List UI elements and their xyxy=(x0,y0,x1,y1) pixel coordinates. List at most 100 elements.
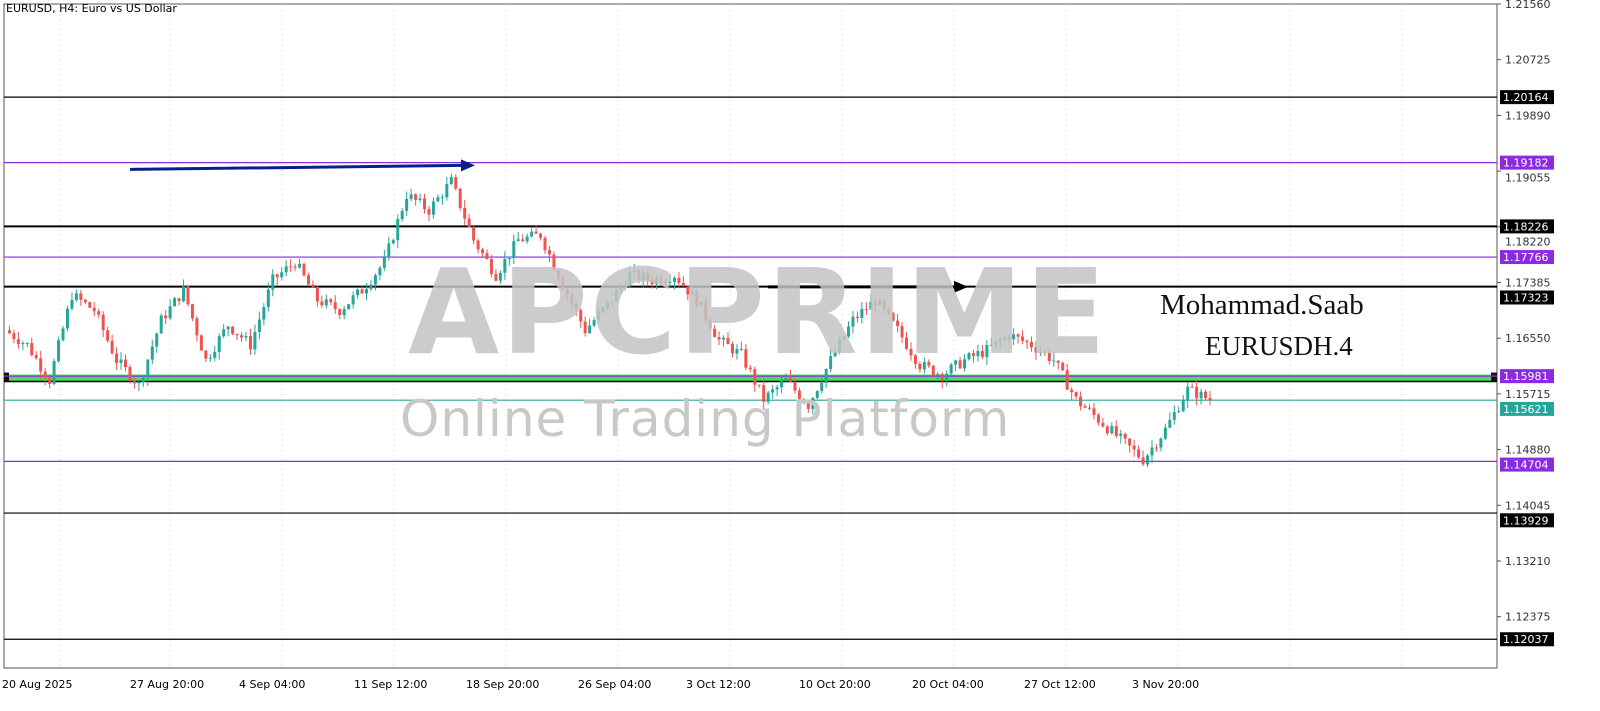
candle-body xyxy=(275,274,279,278)
candle-body xyxy=(373,275,377,285)
candle-body xyxy=(119,359,123,363)
candle-body xyxy=(556,269,560,280)
candle-body xyxy=(262,307,266,320)
candle-body xyxy=(757,384,761,386)
candle-body xyxy=(79,293,83,300)
candle-body xyxy=(195,318,199,336)
candle-body xyxy=(414,194,418,200)
candle-body xyxy=(387,243,391,258)
candle-body xyxy=(940,374,944,381)
candle-body xyxy=(365,289,368,294)
candle-body xyxy=(1101,422,1105,427)
candle-body xyxy=(115,353,119,363)
candle-body xyxy=(391,240,395,244)
candle-body xyxy=(806,403,810,409)
candle-body xyxy=(445,184,449,198)
candle-body xyxy=(913,355,917,364)
candle-body xyxy=(1119,433,1123,436)
level-price-tag xyxy=(1500,250,1554,265)
candle-body xyxy=(619,286,623,291)
candle-body xyxy=(771,389,775,393)
candle-body xyxy=(735,348,739,354)
candle-body xyxy=(1025,340,1029,343)
candle-body xyxy=(1096,415,1100,423)
candle-body xyxy=(400,210,404,220)
candle-body xyxy=(802,399,806,404)
candle-body xyxy=(1065,370,1069,390)
candle-body xyxy=(971,353,975,357)
candle-body xyxy=(512,241,516,259)
candle-body xyxy=(1204,391,1208,399)
candle-body xyxy=(1012,334,1016,340)
candle-body xyxy=(664,281,668,283)
level-price-tag xyxy=(1500,401,1554,416)
candle-body xyxy=(1061,362,1065,371)
candle-body xyxy=(329,299,333,303)
level-price-tag xyxy=(1500,513,1554,528)
candle-body xyxy=(1141,457,1145,465)
candle-body xyxy=(409,194,413,199)
candle-body xyxy=(173,298,177,307)
candle-body xyxy=(320,301,324,306)
candle-body xyxy=(896,320,900,327)
candle-body xyxy=(922,362,926,370)
candle-body xyxy=(289,266,293,268)
candle-body xyxy=(1056,360,1060,363)
candle-body xyxy=(708,319,712,329)
y-tick-label: 1.18220 xyxy=(1505,235,1551,248)
candle-body xyxy=(101,314,105,331)
candle-body xyxy=(248,335,252,350)
level-price-label: 1.18226 xyxy=(1503,220,1549,233)
candle-body xyxy=(1043,352,1047,354)
candle-body xyxy=(454,177,458,189)
x-tick-label: 20 Oct 04:00 xyxy=(912,678,984,691)
candle-body xyxy=(744,349,748,368)
candle-body xyxy=(1105,426,1109,434)
candle-body xyxy=(65,308,69,329)
candle-body xyxy=(543,237,547,251)
candle-body xyxy=(222,329,226,337)
candle-body xyxy=(1199,391,1203,399)
candle-body xyxy=(418,198,422,200)
candle-body xyxy=(70,299,74,309)
candle-body xyxy=(1137,449,1141,458)
level-price-tag xyxy=(1500,155,1554,170)
candle-body xyxy=(936,374,940,376)
candle-body xyxy=(1128,438,1132,446)
candle-body xyxy=(606,301,609,308)
candle-body xyxy=(646,273,650,281)
candle-body xyxy=(34,355,38,359)
candle-body xyxy=(887,308,891,314)
candle-body xyxy=(1083,406,1087,408)
candle-body xyxy=(1123,433,1127,439)
candle-body xyxy=(1172,412,1176,420)
plot-frame xyxy=(3,3,1498,669)
candle-body xyxy=(498,272,502,281)
candle-body xyxy=(1052,360,1056,362)
candle-body xyxy=(155,333,159,347)
candle-body xyxy=(463,207,467,219)
x-tick-label: 11 Sep 12:00 xyxy=(354,678,427,691)
candle-body xyxy=(83,299,87,303)
y-tick-label: 1.13210 xyxy=(1505,555,1551,568)
candle-body xyxy=(704,302,708,320)
candle-body xyxy=(39,358,43,372)
chart-title: EURUSD, H4: Euro vs US Dollar xyxy=(6,2,177,15)
candle-body xyxy=(847,326,850,337)
candle-body xyxy=(878,300,882,306)
level-price-label: 1.17766 xyxy=(1503,251,1549,264)
y-tick-label: 1.12375 xyxy=(1505,611,1551,624)
candle-body xyxy=(141,377,145,383)
candle-body xyxy=(976,351,980,357)
candle-body xyxy=(146,359,150,378)
candle-body xyxy=(918,363,922,370)
candle-body xyxy=(128,367,132,381)
candle-body xyxy=(333,302,337,310)
candle-body xyxy=(503,258,507,273)
candle-body xyxy=(369,284,373,290)
x-tick-label: 3 Oct 12:00 xyxy=(686,678,751,691)
y-tick-label: 1.17385 xyxy=(1505,277,1551,290)
candle-body xyxy=(324,299,328,306)
candle-body xyxy=(668,281,672,283)
candle-body xyxy=(873,301,877,306)
